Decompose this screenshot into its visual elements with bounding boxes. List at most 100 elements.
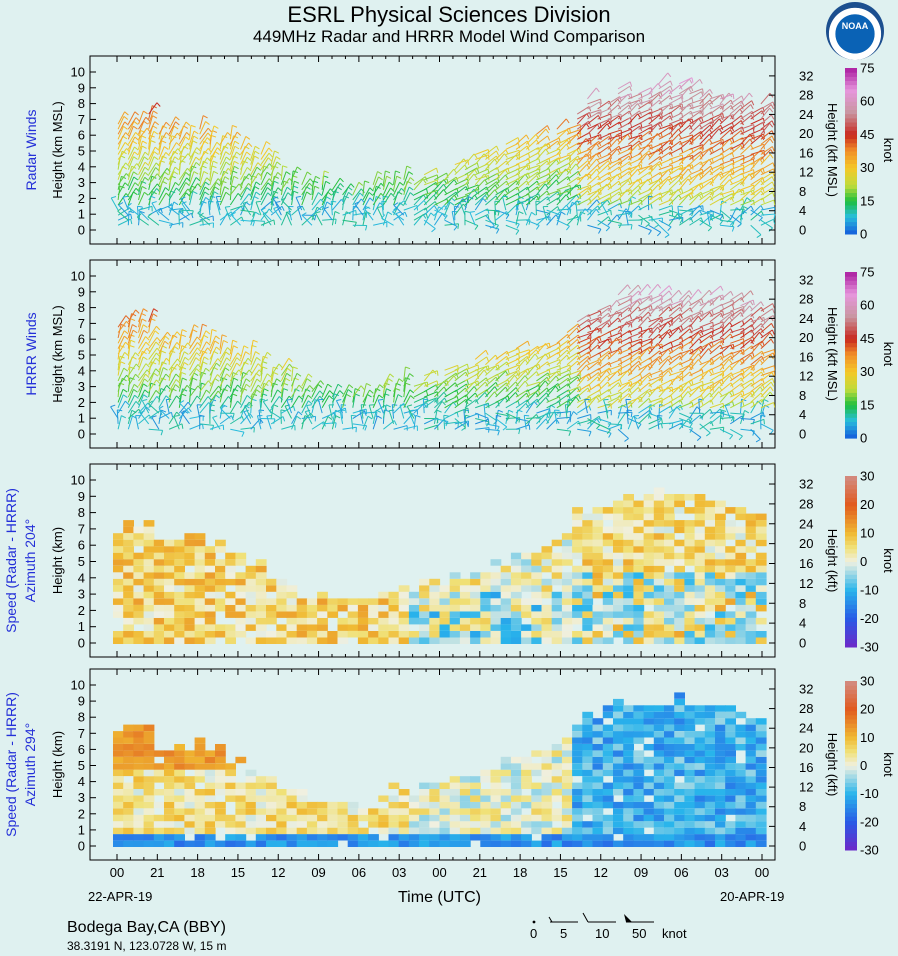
wind-barb — [250, 172, 259, 186]
diff-cell — [184, 559, 196, 566]
diff-cell — [225, 611, 236, 618]
wind-barb — [740, 410, 746, 425]
wind-barb — [209, 147, 218, 160]
wind-barb-feather — [187, 407, 192, 413]
wind-barb-feather — [535, 225, 540, 230]
wind-barb-feather — [770, 104, 775, 110]
wind-barb — [158, 132, 167, 145]
wind-barb-feather — [203, 160, 208, 164]
wind-barb — [148, 121, 156, 135]
y-axis-label: Height (km MSL) — [50, 101, 65, 199]
wind-barb — [584, 399, 588, 414]
wind-barb — [464, 194, 476, 206]
wind-barb — [199, 186, 206, 201]
wind-barb-feather — [123, 116, 129, 120]
diff-cell — [174, 604, 185, 612]
diff-cell — [225, 604, 236, 612]
wind-barb-feather — [134, 352, 140, 357]
wind-barb — [158, 146, 165, 160]
wind-barb-feather — [366, 382, 372, 387]
wind-barb-feather — [214, 186, 220, 191]
wind-barb — [168, 331, 178, 344]
wind-barb-feather — [244, 404, 250, 407]
wind-barb-feather — [174, 181, 180, 186]
diff-cell — [184, 617, 196, 625]
colorbar-segment — [845, 400, 857, 406]
diff-cell — [184, 637, 196, 644]
wind-barb-feather — [565, 118, 570, 124]
wind-barb-feather — [195, 357, 200, 362]
wind-barb — [168, 126, 175, 140]
wind-barb — [189, 342, 198, 355]
wind-barb-feather — [555, 214, 560, 220]
wind-barb-feather — [681, 188, 684, 194]
diff-cell — [143, 617, 155, 625]
wind-barb-feather — [236, 362, 241, 367]
wind-barb-feather — [215, 335, 220, 340]
wind-barb — [515, 158, 530, 166]
wind-barb-feather — [324, 170, 330, 174]
wind-barb — [699, 138, 710, 150]
diff-cell — [164, 539, 175, 547]
wind-barb-feather — [514, 375, 519, 380]
wind-barb — [199, 157, 208, 170]
wind-barb — [505, 149, 520, 155]
wind-barb-feather — [756, 234, 762, 238]
wind-barb-feather — [285, 211, 292, 213]
wind-barb-feather — [455, 191, 459, 197]
wind-barb-feather — [755, 438, 761, 443]
plot-area — [110, 283, 776, 443]
wind-barb — [627, 381, 639, 393]
wind-barb-feather — [486, 356, 490, 362]
wind-barb-feather — [174, 346, 179, 350]
wind-barb — [189, 147, 198, 160]
wind-barb-feather — [524, 380, 529, 386]
wind-barb-feather — [110, 404, 116, 408]
wind-barb-feather — [226, 373, 231, 378]
wind-barb-feather — [142, 324, 148, 328]
wind-barb-feather — [670, 80, 673, 86]
wind-barb — [342, 183, 352, 196]
wind-barb — [372, 171, 378, 185]
wind-barb-feather — [677, 205, 683, 208]
wind-barb — [372, 193, 382, 206]
wind-barb-feather — [707, 227, 713, 232]
wind-barb — [189, 324, 195, 339]
colorbar-segment — [845, 371, 857, 377]
wind-barb — [382, 176, 388, 190]
wind-barb — [199, 115, 204, 130]
wind-barb-feather — [396, 175, 402, 179]
wind-barb-feather — [124, 111, 129, 116]
diff-cell — [143, 604, 155, 612]
wind-barb — [328, 404, 333, 419]
wind-barb-feather — [384, 382, 390, 386]
wind-barb-feather — [387, 211, 393, 215]
wind-barb — [158, 152, 167, 165]
wind-barb — [576, 375, 587, 387]
wind-barb-feather — [232, 170, 238, 174]
wind-barb-feather — [320, 380, 325, 385]
wind-barb-feather — [323, 175, 329, 178]
wind-barb-feather — [678, 134, 682, 139]
wind-barb-feather — [203, 150, 209, 155]
wind-barb — [322, 218, 337, 221]
wind-barb — [444, 369, 458, 376]
wind-barb-feather — [701, 298, 704, 304]
wind-barb-feather — [223, 145, 229, 149]
wind-barb — [207, 201, 211, 216]
wind-barb-feather — [232, 124, 238, 128]
wind-barb-feather — [753, 169, 755, 175]
wind-barb — [403, 186, 410, 201]
wind-barb-feather — [133, 176, 139, 181]
wind-barb — [423, 201, 436, 211]
wind-barb-feather — [154, 146, 160, 151]
wind-barb — [291, 166, 298, 180]
wind-barb-feather — [180, 196, 186, 200]
wind-barb-feather — [226, 357, 231, 362]
wind-barb-feather — [254, 186, 260, 190]
wind-barb — [393, 200, 405, 211]
wind-barb-feather — [528, 219, 531, 225]
wind-barb-feather — [292, 366, 298, 370]
diff-cell — [194, 565, 206, 573]
wind-barb — [151, 202, 160, 216]
